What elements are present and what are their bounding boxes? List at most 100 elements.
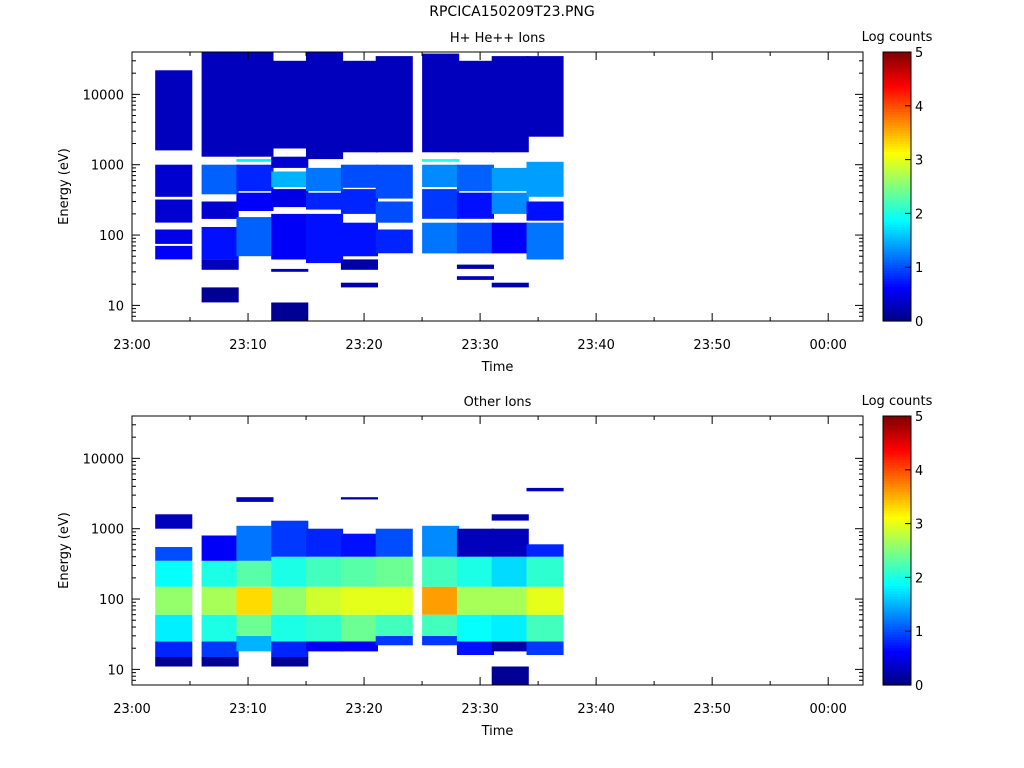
colorbar-swatch	[883, 140, 911, 145]
colorbar-swatch	[883, 628, 911, 632]
heatmap-cell	[375, 614, 413, 636]
heatmap-cell	[271, 614, 309, 642]
heatmap-cell	[340, 164, 378, 188]
heatmap-cell	[236, 635, 274, 652]
heatmap-cell	[526, 487, 564, 492]
colorbar-tick-label: 1	[915, 261, 923, 276]
heatmap-cell	[456, 264, 494, 269]
colorbar-swatch	[883, 307, 911, 311]
colorbar-swatch	[883, 86, 911, 91]
colorbar-swatch	[883, 288, 911, 293]
colorbar-swatch	[883, 197, 911, 201]
colorbar-swatch	[883, 553, 911, 557]
x-axis-label: Time	[481, 724, 514, 739]
heatmap-cell	[271, 586, 309, 615]
colorbar-swatch	[883, 97, 911, 102]
colorbar-swatch	[883, 440, 911, 444]
colorbar-swatch	[883, 429, 911, 433]
colorbar-swatch	[883, 494, 911, 498]
heatmap-cell	[526, 161, 564, 197]
heatmap-cell	[155, 547, 193, 561]
colorbar-swatch	[883, 606, 911, 611]
colorbar-swatch	[883, 676, 911, 681]
heatmap-cell	[306, 192, 344, 210]
colorbar-swatch	[883, 542, 911, 546]
heatmap-cell	[236, 586, 274, 615]
heatmap-cell	[306, 167, 344, 192]
y-tick-label: 10	[107, 663, 124, 678]
heatmap-cell	[306, 586, 344, 615]
colorbar-swatch	[883, 666, 911, 670]
heatmap-cell	[526, 641, 564, 655]
heatmap-cell	[422, 222, 460, 254]
heatmap-cell	[422, 525, 460, 557]
colorbar-swatch	[883, 208, 911, 212]
heatmap-cell	[236, 560, 274, 587]
colorbar-tick-label: 0	[915, 315, 923, 330]
colorbar-swatch	[883, 286, 911, 290]
colorbar-swatch	[883, 504, 911, 509]
colorbar-swatch	[883, 432, 911, 436]
colorbar-swatch	[883, 437, 911, 441]
colorbar-swatch	[883, 103, 911, 107]
colorbar-swatch	[883, 588, 911, 592]
heatmap-cell	[340, 60, 378, 153]
colorbar-swatch	[883, 547, 911, 552]
colorbar-swatch	[883, 108, 911, 112]
colorbar-swatch	[883, 459, 911, 463]
colorbar-swatch	[883, 283, 911, 287]
heatmap-cell	[422, 53, 460, 153]
colorbar-swatch	[883, 480, 911, 484]
heatmap-cell	[155, 586, 193, 615]
colorbar-swatch	[883, 668, 911, 673]
heatmap-cell	[375, 229, 413, 254]
colorbar-swatch	[883, 76, 911, 80]
page-title: RPCICA150209T23.PNG	[429, 4, 595, 20]
colorbar-swatch	[883, 615, 911, 619]
heatmap-cell	[422, 189, 460, 219]
colorbar-swatch	[883, 601, 911, 605]
y-tick-label: 10000	[83, 452, 124, 467]
colorbar-swatch	[883, 475, 911, 479]
colorbar-swatch	[883, 261, 911, 266]
heatmap-cell	[271, 60, 309, 149]
panel-title: Other Ions	[464, 395, 532, 410]
x-tick-label: 23:10	[229, 702, 266, 717]
colorbar-swatch	[883, 175, 911, 180]
colorbar-swatch	[883, 461, 911, 466]
plot-frame	[131, 415, 864, 686]
colorbar-swatch	[883, 416, 911, 420]
heatmap-cell	[306, 641, 344, 652]
heatmap-cell	[340, 586, 378, 615]
heatmap-cell	[155, 641, 193, 657]
colorbar-swatch	[883, 291, 911, 295]
colorbar-swatch	[883, 143, 911, 147]
colorbar-swatch	[883, 585, 911, 589]
heatmap-cell	[340, 222, 378, 257]
heatmap-cell	[201, 201, 239, 219]
colorbar-swatch	[883, 625, 911, 630]
colorbar-swatch	[883, 312, 911, 317]
colorbar-swatch	[883, 563, 911, 568]
colorbar-swatch	[883, 183, 911, 188]
colorbar-swatch	[883, 264, 911, 268]
colorbar-swatch	[883, 277, 911, 282]
colorbar-swatch	[883, 488, 911, 492]
x-tick-label: 00:00	[809, 338, 846, 353]
colorbar-swatch	[883, 566, 911, 570]
colorbar-swatch	[883, 181, 911, 185]
colorbar-swatch	[883, 596, 911, 600]
colorbar-swatch	[883, 135, 911, 139]
heatmap-cell	[340, 497, 378, 500]
colorbar-swatch	[883, 65, 911, 69]
heatmap-cell	[201, 52, 239, 157]
colorbar-swatch	[883, 259, 911, 263]
colorbar-swatch	[883, 189, 911, 193]
heatmap-cell	[422, 164, 460, 188]
heatmap-cell	[491, 528, 529, 557]
colorbar-swatch	[883, 267, 911, 271]
heatmap-cell	[236, 192, 274, 211]
heatmap-cell	[491, 586, 529, 615]
colorbar-swatch	[883, 68, 911, 72]
